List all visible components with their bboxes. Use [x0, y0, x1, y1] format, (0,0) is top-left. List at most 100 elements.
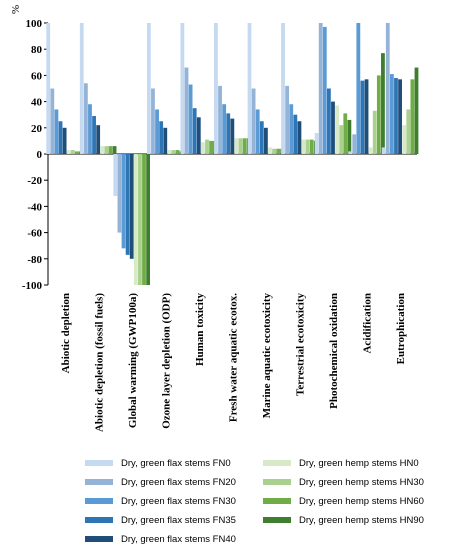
bar — [66, 150, 71, 154]
bar — [348, 151, 353, 154]
y-tick-label: -100 — [22, 280, 43, 292]
bar — [381, 147, 386, 154]
legend-swatch — [263, 460, 291, 466]
legend-swatch — [263, 498, 291, 504]
labels: -100 -80 -60 -40 -20 0 20 40 60 80 100 Abiotic depl… — [22, 18, 407, 432]
legend-swatch — [85, 536, 113, 542]
bar — [281, 23, 285, 154]
bar — [175, 150, 180, 154]
bar — [121, 154, 126, 249]
bar — [167, 150, 172, 154]
bar — [331, 101, 335, 154]
legend-label: Dry, green hemp stems HN30 — [299, 476, 424, 488]
category-label: Photochemical oxidation — [328, 293, 340, 409]
bar — [314, 133, 319, 154]
legend-label: Dry, green hemp stems HN60 — [299, 495, 424, 507]
bar — [368, 147, 373, 154]
category-label: Marine aquatic ecotoxicity — [261, 293, 273, 419]
bar — [214, 23, 218, 154]
y-tick-label: -80 — [27, 254, 42, 266]
legend-item: Dry, green flax stems FN35 — [85, 513, 236, 527]
bar — [268, 147, 272, 154]
legend-item: Dry, green hemp stems HN30 — [263, 475, 424, 489]
legend-label: Dry, green hemp stems HN0 — [299, 457, 419, 469]
bar — [88, 104, 92, 154]
bar — [272, 148, 276, 154]
bar — [398, 79, 402, 154]
y-tick-label: 100 — [26, 18, 43, 30]
bar — [406, 109, 411, 154]
legend-swatch — [85, 517, 113, 523]
bar — [50, 88, 55, 154]
bar — [155, 109, 159, 154]
bar — [83, 83, 88, 154]
bar — [62, 127, 67, 154]
y-axis-title: % — [10, 4, 22, 14]
bar — [100, 146, 105, 154]
bar — [322, 26, 327, 154]
legend-swatch — [263, 479, 291, 485]
legend-label: Dry, green hemp stems HN90 — [299, 514, 424, 526]
legend-item: Dry, green hemp stems HN90 — [263, 513, 424, 527]
bar — [92, 116, 96, 154]
bar — [389, 74, 394, 154]
bar — [372, 110, 377, 154]
y-tick-label: 0 — [37, 149, 43, 161]
bar — [276, 148, 281, 154]
bar — [180, 23, 185, 154]
y-tick-label: 20 — [31, 123, 43, 135]
bar — [242, 138, 247, 154]
bar — [394, 78, 398, 154]
category-label: Abiotic depletion — [60, 293, 72, 373]
bar — [305, 139, 310, 154]
bar — [247, 23, 252, 154]
bar — [188, 84, 193, 154]
legend: Dry, green flax stems FN0 Dry, green flax… — [85, 456, 445, 550]
bar — [58, 121, 63, 154]
bar — [289, 104, 294, 154]
legend-label: Dry, green flax stems FN30 — [121, 495, 236, 507]
bar — [251, 88, 256, 154]
legend-label: Dry, green flax stems FN20 — [121, 476, 236, 488]
category-label: Acidification — [362, 293, 374, 354]
bar — [255, 109, 260, 154]
bar — [264, 127, 268, 154]
bar — [209, 140, 213, 154]
bar — [192, 108, 197, 154]
y-tick-label: -20 — [27, 175, 42, 187]
bar — [205, 139, 209, 154]
legend-label: Dry, green flax stems FN0 — [121, 457, 231, 469]
bar — [70, 150, 75, 154]
bar — [230, 118, 235, 154]
bar — [151, 88, 155, 154]
bar — [54, 109, 59, 154]
bar — [171, 150, 176, 154]
bar — [196, 117, 201, 154]
bar — [335, 105, 339, 154]
bar — [79, 23, 84, 154]
y-tick-label: 40 — [31, 97, 43, 109]
bar — [108, 146, 113, 154]
bar — [381, 53, 385, 154]
category-label: Ozone layer depletion (ODP) — [160, 293, 172, 429]
bar — [146, 23, 151, 154]
bar — [184, 67, 189, 154]
legend-item: Dry, green flax stems FN0 — [85, 456, 231, 470]
bar — [133, 154, 138, 285]
bar — [159, 121, 164, 154]
bar — [218, 85, 222, 154]
bar — [364, 79, 369, 154]
bar — [402, 125, 407, 154]
bar — [293, 114, 298, 154]
bar — [75, 151, 79, 154]
legend-item: Dry, green flax stems FN30 — [85, 494, 236, 508]
legend-swatch — [85, 479, 113, 485]
category-label: Terrestrial ecotoxicity — [295, 293, 307, 396]
bar — [376, 75, 381, 154]
bar — [326, 88, 331, 154]
legend-item: Dry, green flax stems FN40 — [85, 532, 236, 546]
legend-item: Dry, green flax stems FN20 — [85, 475, 236, 489]
bars — [46, 23, 419, 285]
bar — [112, 146, 117, 154]
